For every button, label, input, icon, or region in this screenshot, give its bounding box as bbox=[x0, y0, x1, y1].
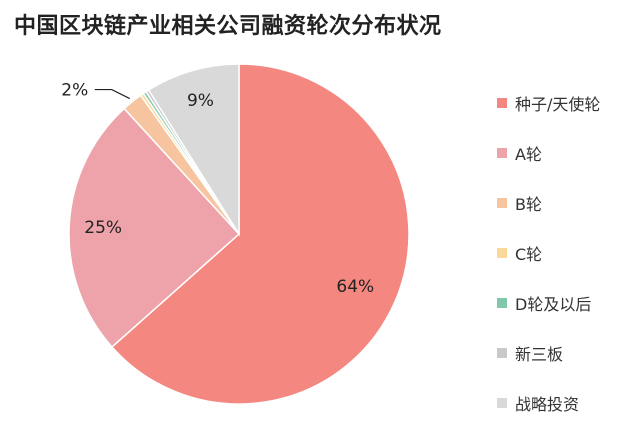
legend-item: 新三板 bbox=[497, 328, 600, 378]
legend-item: D轮及以后 bbox=[497, 278, 600, 328]
pie-slice-6 bbox=[147, 63, 240, 237]
legend-swatch bbox=[497, 148, 507, 158]
chart-title: 中国区块链产业相关公司融资轮次分布状况 bbox=[14, 14, 442, 39]
data-label: 2% bbox=[61, 81, 88, 101]
legend-item: B轮 bbox=[497, 178, 600, 228]
legend-swatch bbox=[497, 298, 507, 308]
legend-item: 种子/天使轮 bbox=[497, 78, 600, 128]
label-leader-line bbox=[94, 88, 131, 100]
data-label: 64% bbox=[336, 277, 374, 297]
pie-slice-1 bbox=[68, 107, 241, 349]
legend-item: A轮 bbox=[497, 128, 600, 178]
legend-swatch bbox=[497, 348, 507, 358]
data-label: 9% bbox=[187, 91, 214, 111]
legend-swatch bbox=[497, 248, 507, 258]
legend: 种子/天使轮 A轮 B轮 C轮 D轮及以后新三板战略投资 bbox=[497, 78, 600, 428]
legend-label: 种子/天使轮 bbox=[515, 95, 601, 114]
legend-label: A轮 bbox=[515, 145, 542, 164]
legend-swatch bbox=[497, 198, 507, 208]
legend-label: B轮 bbox=[515, 195, 542, 214]
legend-swatch bbox=[497, 398, 507, 408]
data-label: 25% bbox=[84, 218, 122, 238]
legend-item: C轮 bbox=[497, 228, 600, 278]
legend-label: 新三板 bbox=[515, 345, 564, 364]
legend-label: C轮 bbox=[515, 245, 543, 264]
legend-label: D轮及以后 bbox=[515, 295, 592, 314]
legend-swatch bbox=[497, 98, 507, 108]
pie-slice-0 bbox=[110, 63, 410, 405]
legend-item: 战略投资 bbox=[497, 378, 600, 428]
legend-label: 战略投资 bbox=[515, 395, 580, 414]
